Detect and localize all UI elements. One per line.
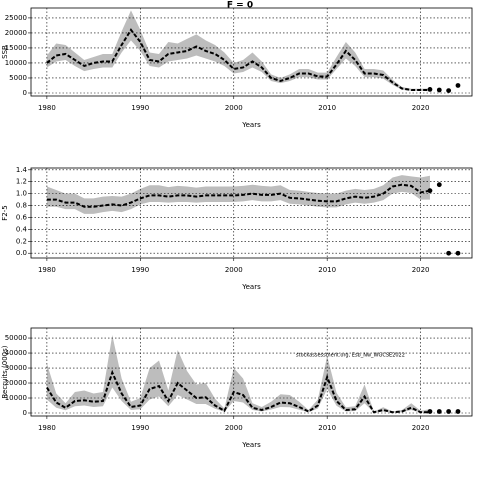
y-tick-label: 0.4 [16, 225, 28, 233]
x-tick-label: 2000 [225, 424, 243, 432]
x-axis-label: Years [241, 441, 261, 449]
x-tick-label: 1990 [131, 424, 149, 432]
x-tick-label: 1980 [38, 266, 56, 274]
y-tick-label: 20000 [5, 379, 27, 387]
y-tick-label: 0 [23, 89, 27, 97]
forecast-point [446, 250, 452, 256]
x-tick-label: 2020 [412, 424, 430, 432]
x-tick-label: 2020 [412, 266, 430, 274]
x-tick-label: 2000 [225, 104, 243, 112]
y-tick-label: 30000 [5, 364, 27, 372]
chart-title: F = 0 [227, 1, 253, 11]
plot-frame [30, 167, 473, 259]
y-tick-label: 0.2 [16, 237, 27, 245]
x-tick-label: 2010 [318, 104, 336, 112]
y-tick-label: 0.0 [16, 249, 27, 257]
x-tick-label: 2020 [412, 104, 430, 112]
forecast-point [455, 250, 461, 256]
x-axis-label: Years [241, 283, 261, 291]
y-tick-label: 25000 [5, 14, 27, 22]
y-axis-label: Recruits (000s) [1, 345, 9, 398]
x-tick-label: 1990 [131, 104, 149, 112]
y-tick-label: 10000 [5, 59, 27, 67]
y-tick-label: 40000 [5, 349, 27, 357]
forecast-point [427, 409, 433, 414]
y-tick-label: 1.4 [16, 166, 28, 174]
y-axis-label: F2-5 [1, 205, 9, 220]
confidence-band [46, 10, 430, 92]
y-tick-label: 15000 [5, 44, 27, 52]
forecast-point [446, 409, 452, 414]
median-line [46, 183, 431, 208]
y-tick-label: 10000 [5, 394, 27, 402]
x-tick-label: 2010 [318, 266, 336, 274]
x-tick-label: 1990 [131, 266, 149, 274]
y-tick-label: 20000 [5, 29, 27, 37]
y-tick-label: 1.2 [16, 178, 27, 186]
y-tick-label: 50000 [5, 334, 27, 342]
y-tick-label: 0.8 [16, 202, 27, 210]
forecast-point [427, 86, 433, 92]
forecast-point [427, 188, 433, 194]
x-tick-label: 2010 [318, 424, 336, 432]
x-tick-label: 2000 [225, 266, 243, 274]
median-line [46, 369, 430, 414]
forecast-point [455, 83, 461, 88]
confidence-band [46, 335, 430, 413]
plot-frame [30, 327, 473, 417]
y-tick-label: 0.6 [16, 213, 28, 221]
x-tick-label: 1980 [38, 424, 56, 432]
forecast-point [455, 409, 461, 414]
y-axis-label: SSB [1, 45, 9, 59]
plot-frame [30, 7, 473, 97]
x-axis-label: Years [241, 121, 261, 129]
y-tick-label: 5000 [9, 74, 27, 82]
x-tick-label: 1980 [38, 104, 56, 112]
y-tick-label: 0 [23, 409, 27, 417]
forecast-point [436, 409, 442, 414]
y-tick-label: 1.0 [16, 190, 27, 198]
forecast-point [436, 87, 442, 93]
annotation: stockassessment.org, Esb_Nw_WGCSE2022 [296, 353, 405, 359]
forecast-point [436, 182, 442, 188]
forecast-point [446, 88, 452, 93]
